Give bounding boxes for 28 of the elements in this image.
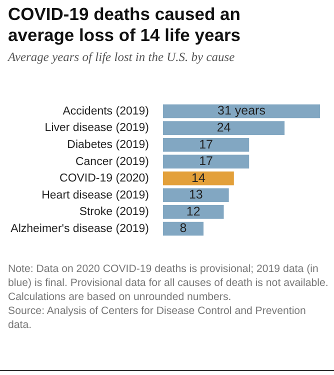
bar xyxy=(163,104,320,118)
data-label: 24 xyxy=(216,120,231,135)
data-label: 17 xyxy=(199,154,214,168)
data-label: 17 xyxy=(199,137,214,152)
bar xyxy=(163,154,250,168)
data-label: 14 xyxy=(192,170,206,185)
chart-title: COVID-19 deaths caused an average loss of 14 life years xyxy=(8,4,242,46)
y-tick-label: COVID-19 (2020) xyxy=(60,172,150,185)
y-tick-label: Cancer (2019) xyxy=(75,156,150,168)
data-label: 12 xyxy=(186,204,200,218)
bar xyxy=(163,121,285,135)
y-tick-label: Stroke (2019) xyxy=(79,206,150,218)
source-note: Source: Analysis of Centers for Disease Control and Prevention data. xyxy=(8,304,307,332)
data-label: 13 xyxy=(188,188,203,202)
data-label: 8 xyxy=(180,221,187,236)
data-label: 31 years xyxy=(218,104,266,118)
bar xyxy=(163,188,229,202)
y-tick-label: Liver disease (2019) xyxy=(44,122,150,134)
y-tick-label: Accidents (2019) xyxy=(62,105,150,118)
bar xyxy=(163,172,234,186)
y-tick-label: Diabetes (2019) xyxy=(67,139,150,152)
y-tick-label: Alzheimer's disease (2019) xyxy=(10,222,150,235)
bar xyxy=(163,222,204,236)
bar xyxy=(163,138,250,152)
text: Note: Data on 2020 COVID-19 deaths is provisional; 2019 data (in blue) is final. Provisional data for all causes of death is not available. Calculations are based on unrounded numbers. xyxy=(8,262,330,304)
chart-subtitle: Average years of life lost in the U.S. by cause xyxy=(8,50,235,65)
bar xyxy=(163,205,224,219)
y-tick-label: Heart disease (2019) xyxy=(42,189,150,202)
